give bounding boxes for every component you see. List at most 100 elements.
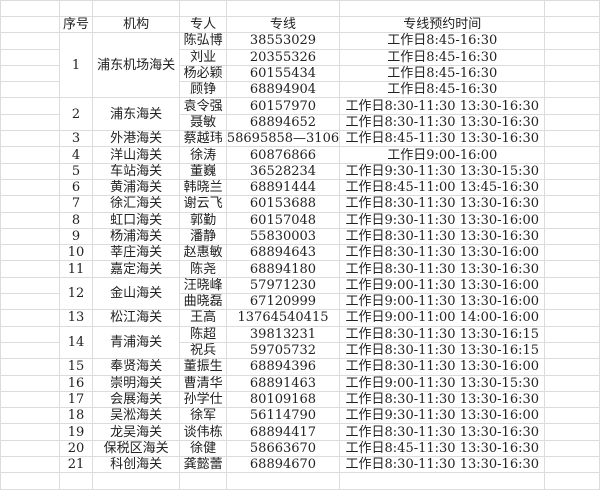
cell[interactable] bbox=[0, 64, 61, 83]
cell[interactable] bbox=[0, 0, 61, 17]
org-cell[interactable]: 青浦海关 bbox=[91, 325, 181, 360]
org-cell[interactable]: 崇明海关 bbox=[91, 374, 181, 392]
cell[interactable] bbox=[0, 48, 61, 66]
seq-cell[interactable]: 4 bbox=[59, 146, 93, 164]
phone-cell[interactable]: 68894652 bbox=[225, 113, 341, 132]
cell[interactable] bbox=[0, 178, 61, 197]
cell[interactable] bbox=[544, 195, 600, 213]
cell[interactable] bbox=[544, 0, 600, 17]
cell[interactable] bbox=[544, 162, 600, 180]
org-cell[interactable]: 虹口海关 bbox=[91, 211, 181, 229]
staff-name-cell[interactable]: 韩晓兰 bbox=[179, 178, 227, 197]
seq-cell[interactable]: 5 bbox=[59, 162, 93, 180]
header-staff[interactable]: 专人 bbox=[179, 15, 227, 34]
staff-name-cell[interactable]: 潘静 bbox=[179, 227, 227, 246]
cell[interactable] bbox=[544, 374, 600, 392]
cell[interactable] bbox=[544, 358, 600, 376]
phone-cell[interactable]: 60876866 bbox=[225, 146, 341, 164]
cell[interactable] bbox=[0, 423, 61, 441]
cell[interactable] bbox=[544, 309, 600, 327]
staff-name-cell[interactable]: 龚懿蕾 bbox=[179, 456, 227, 474]
seq-cell[interactable]: 20 bbox=[59, 439, 93, 458]
cell[interactable] bbox=[544, 407, 600, 425]
hours-cell[interactable]: 工作日8:30-11:30 13:30-16:00 bbox=[339, 244, 546, 262]
org-cell[interactable]: 科创海关 bbox=[91, 456, 181, 474]
hours-cell[interactable]: 工作日9:00-11:30 13:30-16:00 bbox=[339, 276, 546, 295]
org-cell[interactable]: 洋山海关 bbox=[91, 146, 181, 164]
staff-name-cell[interactable]: 谈伟栋 bbox=[179, 423, 227, 441]
hours-cell[interactable]: 工作日8:30-11:30 13:30-16:30 bbox=[339, 390, 546, 409]
staff-name-cell[interactable]: 袁令强 bbox=[179, 97, 227, 115]
cell[interactable] bbox=[225, 472, 341, 490]
phone-cell[interactable]: 68894670 bbox=[225, 456, 341, 474]
staff-name-cell[interactable]: 董巍 bbox=[179, 162, 227, 180]
seq-cell[interactable]: 1 bbox=[59, 32, 93, 99]
staff-name-cell[interactable]: 孙学仕 bbox=[179, 390, 227, 409]
hours-cell[interactable]: 工作日8:30-11:30 13:30-16:30 bbox=[339, 260, 546, 278]
org-cell[interactable]: 徐汇海关 bbox=[91, 195, 181, 213]
cell[interactable] bbox=[544, 293, 600, 311]
hours-cell[interactable]: 工作日8:30-11:30 13:30-16:30 bbox=[339, 423, 546, 441]
hours-cell[interactable]: 工作日9:00-16:00 bbox=[339, 146, 546, 164]
header-phone[interactable]: 专线 bbox=[225, 15, 341, 34]
org-cell[interactable]: 龙吴海关 bbox=[91, 423, 181, 441]
cell[interactable] bbox=[544, 260, 600, 278]
hours-cell[interactable]: 工作日8:45-16:30 bbox=[339, 81, 546, 99]
hours-cell[interactable]: 工作日8:30-11:30 13:30-16:30 bbox=[339, 227, 546, 246]
phone-cell[interactable]: 36528234 bbox=[225, 162, 341, 180]
hours-cell[interactable]: 工作日9:00-11:30 13:30-15:30 bbox=[339, 374, 546, 392]
cell[interactable] bbox=[0, 113, 61, 132]
seq-cell[interactable]: 13 bbox=[59, 309, 93, 327]
phone-cell[interactable]: 60155434 bbox=[225, 64, 341, 83]
phone-cell[interactable]: 60157048 bbox=[225, 211, 341, 229]
cell[interactable] bbox=[0, 439, 61, 458]
hours-cell[interactable]: 工作日8:30-11:30 13:30-16:30 bbox=[339, 456, 546, 474]
cell[interactable] bbox=[0, 472, 61, 490]
cell[interactable] bbox=[91, 0, 181, 17]
phone-cell[interactable]: 55830003 bbox=[225, 227, 341, 246]
cell[interactable] bbox=[544, 244, 600, 262]
hours-cell[interactable]: 工作日8:30-11:30 13:30-16:15 bbox=[339, 341, 546, 360]
seq-cell[interactable]: 7 bbox=[59, 195, 93, 213]
phone-cell[interactable]: 68894180 bbox=[225, 260, 341, 278]
org-cell[interactable]: 松江海关 bbox=[91, 309, 181, 327]
cell[interactable] bbox=[544, 15, 600, 34]
header-hours[interactable]: 专线预约时间 bbox=[339, 15, 546, 34]
cell[interactable] bbox=[0, 456, 61, 474]
cell[interactable] bbox=[0, 341, 61, 360]
hours-cell[interactable]: 工作日8:30-11:30 13:30-16:30 bbox=[339, 113, 546, 132]
staff-name-cell[interactable]: 陈尧 bbox=[179, 260, 227, 278]
seq-cell[interactable]: 12 bbox=[59, 276, 93, 311]
phone-cell[interactable]: 68894904 bbox=[225, 81, 341, 99]
staff-name-cell[interactable]: 徐健 bbox=[179, 439, 227, 458]
hours-cell[interactable]: 工作日9:30-11:30 13:30-15:30 bbox=[339, 162, 546, 180]
seq-cell[interactable]: 19 bbox=[59, 423, 93, 441]
cell[interactable] bbox=[179, 0, 227, 17]
cell[interactable] bbox=[91, 472, 181, 490]
phone-cell[interactable]: 60157970 bbox=[225, 97, 341, 115]
staff-name-cell[interactable]: 董振生 bbox=[179, 358, 227, 376]
cell[interactable] bbox=[179, 472, 227, 490]
staff-name-cell[interactable]: 陈弘博 bbox=[179, 32, 227, 50]
cell[interactable] bbox=[544, 227, 600, 246]
seq-cell[interactable]: 15 bbox=[59, 358, 93, 376]
staff-name-cell[interactable]: 聂敏 bbox=[179, 113, 227, 132]
staff-name-cell[interactable]: 祝兵 bbox=[179, 341, 227, 360]
cell[interactable] bbox=[0, 244, 61, 262]
cell[interactable] bbox=[0, 309, 61, 327]
seq-cell[interactable]: 21 bbox=[59, 456, 93, 474]
cell[interactable] bbox=[0, 276, 61, 295]
cell[interactable] bbox=[0, 130, 61, 148]
cell[interactable] bbox=[0, 407, 61, 425]
staff-name-cell[interactable]: 刘业 bbox=[179, 48, 227, 66]
staff-name-cell[interactable]: 杨必颖 bbox=[179, 64, 227, 83]
org-cell[interactable]: 外港海关 bbox=[91, 130, 181, 148]
hours-cell[interactable]: 工作日8:45-16:30 bbox=[339, 64, 546, 83]
org-cell[interactable]: 黄浦海关 bbox=[91, 178, 181, 197]
phone-cell[interactable]: 67120999 bbox=[225, 293, 341, 311]
cell[interactable] bbox=[544, 97, 600, 115]
hours-cell[interactable]: 工作日9:00-11:30 13:30-16:00 bbox=[339, 293, 546, 311]
phone-cell[interactable]: 58663670 bbox=[225, 439, 341, 458]
cell[interactable] bbox=[0, 325, 61, 343]
cell[interactable] bbox=[59, 0, 93, 17]
